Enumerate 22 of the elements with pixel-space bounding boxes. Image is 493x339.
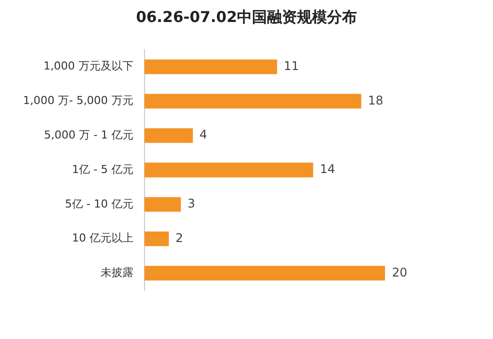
y-tick-label: 10 亿元以上 xyxy=(72,232,134,245)
bar xyxy=(144,197,181,212)
data-label: 20 xyxy=(392,265,408,280)
y-tick-label: 1,000 万- 5,000 万元 xyxy=(22,94,134,108)
data-label: 2 xyxy=(175,230,184,245)
y-tick-label: 未披露 xyxy=(100,266,134,280)
bar xyxy=(144,59,278,74)
data-label: 14 xyxy=(320,162,336,176)
data-label: 4 xyxy=(200,128,208,142)
data-label: 3 xyxy=(188,196,196,211)
data-label: 11 xyxy=(284,58,300,73)
bar xyxy=(144,266,385,281)
bar xyxy=(144,94,362,109)
data-label: 18 xyxy=(368,93,384,108)
bar xyxy=(144,128,193,143)
y-tick-label: 1,000 万元及以下 xyxy=(43,60,134,73)
y-tick-label: 5,000 万 - 1 亿元 xyxy=(44,128,134,142)
y-tick-label: 1亿 - 5 亿元 xyxy=(72,162,134,176)
y-tick-label: 5亿 - 10 亿元 xyxy=(64,197,134,210)
chart-title: 06.26-07.02中国融资规模分布 xyxy=(134,8,358,27)
bar xyxy=(144,231,169,246)
bar xyxy=(144,162,314,178)
